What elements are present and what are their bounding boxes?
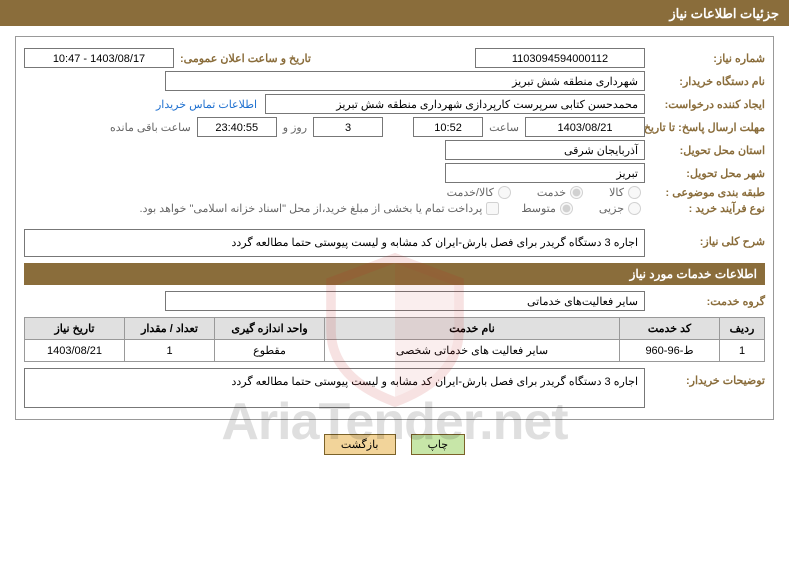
cat-goods-radio[interactable]: [628, 186, 641, 199]
desc-label: شرح کلی نیاز:: [645, 229, 765, 248]
deadline-label: مهلت ارسال پاسخ: تا تاریخ:: [645, 121, 765, 134]
province-value: آذربایجان شرقی: [445, 140, 645, 160]
remaining-tail: ساعت باقی مانده: [110, 121, 191, 134]
deadline-date: 1403/08/21: [525, 117, 645, 137]
td-name: سایر فعالیت های خدماتی شخصی: [325, 340, 620, 362]
need-no-label: شماره نیاز:: [645, 52, 765, 65]
process-label: نوع فرآیند خرید :: [645, 202, 765, 215]
proc-small-radio[interactable]: [628, 202, 641, 215]
button-row: چاپ بازگشت: [0, 434, 789, 455]
form-container: شماره نیاز: 1103094594000112 تاریخ و ساع…: [15, 36, 774, 420]
th-unit: واحد اندازه گیری: [215, 318, 325, 340]
payment-checkbox[interactable]: [486, 202, 499, 215]
contact-link[interactable]: اطلاعات تماس خریدار: [156, 98, 257, 111]
pub-dt-label: تاریخ و ساعت اعلان عمومی:: [174, 52, 311, 65]
city-label: شهر محل تحویل:: [645, 167, 765, 180]
print-button[interactable]: چاپ: [411, 434, 466, 455]
page-header: جزئیات اطلاعات نیاز: [0, 0, 789, 26]
deadline-time: 10:52: [413, 117, 483, 137]
proc-medium-radio[interactable]: [560, 202, 573, 215]
td-code: ط-96-960: [620, 340, 720, 362]
days-and: روز و: [283, 121, 307, 134]
buyer-exp-label: توضیحات خریدار:: [645, 368, 765, 387]
table-header-row: ردیف کد خدمت نام خدمت واحد اندازه گیری ت…: [25, 318, 765, 340]
city-value: تبریز: [445, 163, 645, 183]
time-remaining: 23:40:55: [197, 117, 277, 137]
td-qty: 1: [125, 340, 215, 362]
th-code: کد خدمت: [620, 318, 720, 340]
td-unit: مقطوع: [215, 340, 325, 362]
back-button[interactable]: بازگشت: [324, 434, 396, 455]
buyer-value: شهرداری منطقه شش تبریز: [165, 71, 645, 91]
group-label: گروه خدمت:: [645, 295, 765, 308]
requester-value: محمدحسن کتابی سرپرست کارپردازی شهرداری م…: [265, 94, 645, 114]
desc-text: اجاره 3 دستگاه گریدر برای فصل بارش-ایران…: [232, 237, 639, 249]
need-no-value: 1103094594000112: [475, 48, 645, 68]
cat-service-text: خدمت: [537, 186, 566, 199]
services-title: اطلاعات خدمات مورد نیاز: [24, 263, 765, 285]
proc-medium-text: متوسط: [521, 202, 556, 215]
buyer-label: نام دستگاه خریدار:: [645, 75, 765, 88]
services-table: ردیف کد خدمت نام خدمت واحد اندازه گیری ت…: [24, 317, 765, 362]
table-row: 1 ط-96-960 سایر فعالیت های خدماتی شخصی م…: [25, 340, 765, 362]
pub-dt-value: 1403/08/17 - 10:47: [24, 48, 174, 68]
cat-goodsservice-text: کالا/خدمت: [447, 186, 494, 199]
requester-label: ایجاد کننده درخواست:: [645, 98, 765, 111]
td-date: 1403/08/21: [25, 340, 125, 362]
category-label: طبقه بندی موضوعی :: [645, 186, 765, 199]
cat-goods-text: کالا: [609, 186, 624, 199]
desc-box: اجاره 3 دستگاه گریدر برای فصل بارش-ایران…: [24, 229, 645, 257]
days-remaining: 3: [313, 117, 383, 137]
cat-goodsservice-radio[interactable]: [498, 186, 511, 199]
cat-service-radio[interactable]: [570, 186, 583, 199]
th-row: ردیف: [720, 318, 765, 340]
buyer-exp-box: اجاره 3 دستگاه گریدر برای فصل بارش-ایران…: [24, 368, 645, 408]
group-value: سایر فعالیت‌های خدماتی: [165, 291, 645, 311]
th-qty: تعداد / مقدار: [125, 318, 215, 340]
clock-label: ساعت: [489, 121, 519, 134]
proc-small-text: جزیی: [599, 202, 624, 215]
td-row: 1: [720, 340, 765, 362]
th-date: تاریخ نیاز: [25, 318, 125, 340]
th-name: نام خدمت: [325, 318, 620, 340]
buyer-exp-text: اجاره 3 دستگاه گریدر برای فصل بارش-ایران…: [232, 376, 639, 388]
province-label: استان محل تحویل:: [645, 144, 765, 157]
payment-note: پرداخت تمام یا بخشی از مبلغ خرید،از محل …: [140, 202, 483, 215]
